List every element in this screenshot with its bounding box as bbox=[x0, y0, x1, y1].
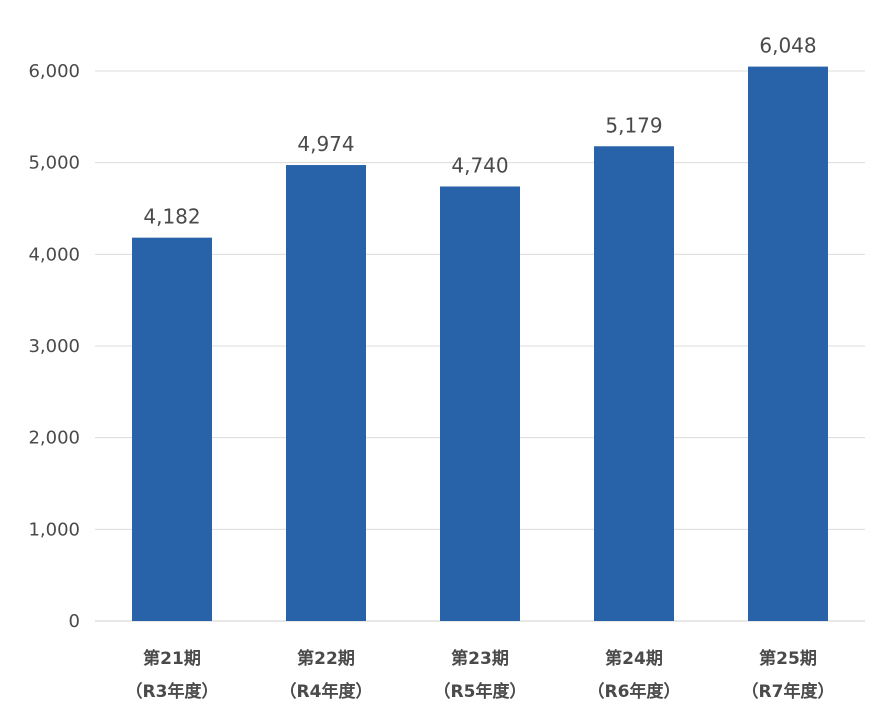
y-axis-ticks: 0 1,000 2,000 3,000 4,000 5,000 6,000 bbox=[28, 61, 80, 632]
y-tick-label: 5,000 bbox=[28, 153, 80, 174]
x-category-label: 第22期 bbox=[297, 648, 355, 669]
bar bbox=[132, 237, 212, 621]
data-label: 4,182 bbox=[143, 205, 200, 229]
x-category-sublabel: （R3年度） bbox=[126, 681, 219, 702]
x-category-sublabel: （R5年度） bbox=[434, 681, 527, 702]
y-tick-label: 2,000 bbox=[28, 428, 80, 449]
bars bbox=[132, 66, 828, 622]
x-category-label: 第21期 bbox=[143, 648, 201, 669]
bar bbox=[440, 186, 520, 621]
x-category-label: 第23期 bbox=[451, 648, 509, 669]
y-tick-label: 4,000 bbox=[28, 244, 80, 265]
bar bbox=[594, 146, 674, 621]
x-category-sublabel: （R6年度） bbox=[588, 681, 681, 702]
x-category-label: 第25期 bbox=[759, 648, 817, 669]
x-category-sublabel: （R7年度） bbox=[742, 681, 835, 702]
y-tick-label: 3,000 bbox=[28, 336, 80, 357]
y-tick-label: 1,000 bbox=[28, 519, 80, 540]
bar bbox=[748, 66, 828, 622]
data-label: 4,974 bbox=[297, 132, 354, 156]
x-category-label: 第24期 bbox=[605, 648, 663, 669]
y-tick-label: 6,000 bbox=[28, 61, 80, 82]
data-label: 6,048 bbox=[759, 34, 816, 58]
data-label: 4,740 bbox=[451, 154, 508, 178]
data-label: 5,179 bbox=[605, 113, 662, 137]
x-axis-categories: 第21期 （R3年度） 第22期 （R4年度） 第23期 （R5年度） 第24期 （R6年度）… bbox=[126, 648, 835, 702]
data-labels: 4,182 4,974 4,740 5,179 6,048 bbox=[143, 34, 816, 229]
bar bbox=[286, 165, 366, 622]
x-category-sublabel: （R4年度） bbox=[280, 681, 373, 702]
y-tick-label: 0 bbox=[69, 611, 80, 632]
